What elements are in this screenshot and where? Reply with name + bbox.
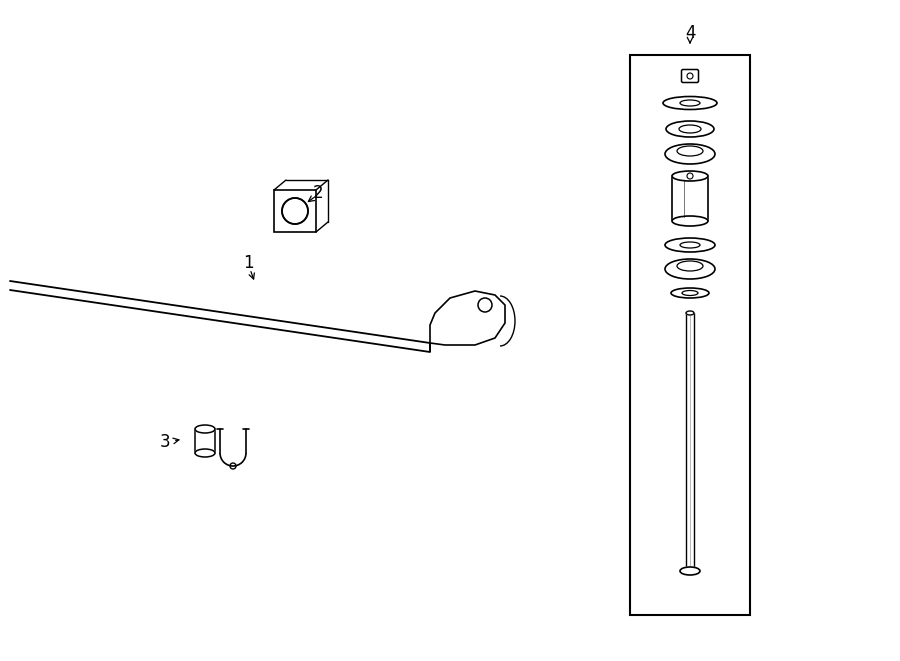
Text: 1: 1 bbox=[243, 254, 253, 272]
Polygon shape bbox=[430, 291, 505, 352]
FancyBboxPatch shape bbox=[681, 69, 698, 83]
Circle shape bbox=[282, 198, 308, 224]
Ellipse shape bbox=[195, 449, 215, 457]
Ellipse shape bbox=[665, 238, 715, 252]
Text: 2: 2 bbox=[312, 184, 323, 202]
Text: 3: 3 bbox=[159, 433, 170, 451]
Text: 4: 4 bbox=[685, 24, 695, 42]
Ellipse shape bbox=[680, 567, 700, 575]
Ellipse shape bbox=[665, 259, 715, 279]
Ellipse shape bbox=[672, 171, 708, 181]
Ellipse shape bbox=[666, 121, 714, 137]
Ellipse shape bbox=[665, 144, 715, 164]
Bar bbox=[630, 55, 750, 615]
Ellipse shape bbox=[663, 97, 717, 110]
Ellipse shape bbox=[195, 425, 215, 433]
Ellipse shape bbox=[671, 288, 709, 298]
Bar bbox=[274, 190, 316, 232]
Ellipse shape bbox=[672, 216, 708, 226]
Ellipse shape bbox=[686, 311, 694, 315]
